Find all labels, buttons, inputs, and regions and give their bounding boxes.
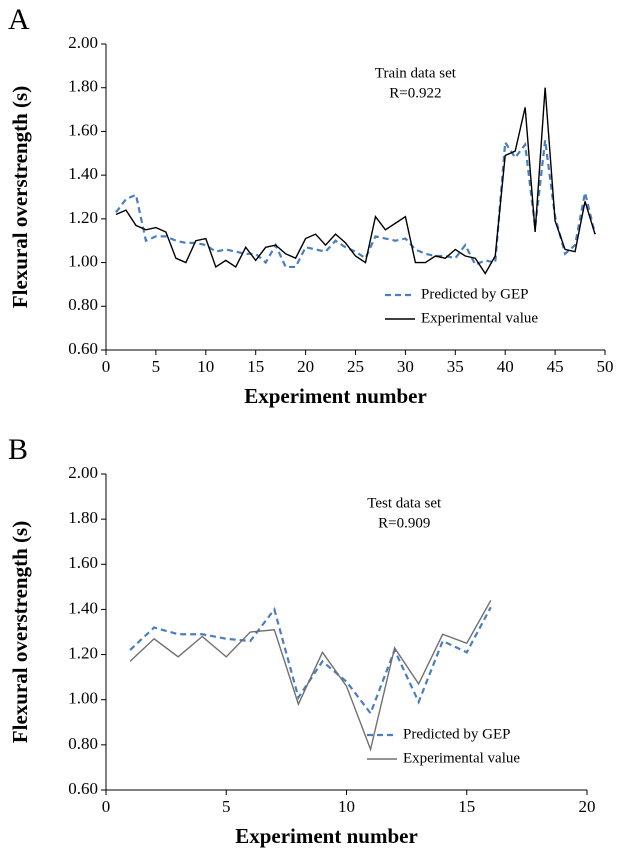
- x-tick-label: 20: [297, 357, 314, 376]
- x-tick-label: 25: [347, 357, 364, 376]
- y-tick-label: 1.80: [68, 77, 98, 96]
- y-tick-label: 1.40: [68, 598, 98, 617]
- x-tick-label: 40: [497, 357, 514, 376]
- y-tick-label: 2.00: [68, 33, 98, 52]
- y-tick-label: 1.60: [68, 120, 98, 139]
- y-tick-label: 1.20: [68, 643, 98, 662]
- legend-label: Experimental value: [403, 750, 520, 766]
- x-tick-label: 0: [102, 797, 111, 816]
- y-tick-label: 1.60: [68, 553, 98, 572]
- x-tick-label: 10: [197, 357, 214, 376]
- x-tick-label: 15: [458, 797, 475, 816]
- series-line: [129, 606, 492, 716]
- annotation: Test data set: [367, 495, 442, 511]
- legend-label: Predicted by GEP: [403, 726, 510, 742]
- panel-label: B: [8, 433, 28, 466]
- y-tick-label: 1.20: [68, 208, 98, 227]
- x-axis-title: Experiment number: [244, 384, 427, 408]
- x-tick-label: 10: [338, 797, 355, 816]
- x-tick-label: 15: [247, 357, 264, 376]
- y-tick-label: 1.40: [68, 164, 98, 183]
- y-tick-label: 1.00: [68, 689, 98, 708]
- y-tick-label: 0.60: [68, 779, 98, 798]
- y-tick-label: 0.80: [68, 295, 98, 314]
- series-line: [129, 600, 492, 752]
- x-tick-label: 5: [152, 357, 161, 376]
- x-tick-label: 35: [447, 357, 464, 376]
- annotation: R=0.922: [389, 85, 441, 101]
- y-tick-label: 1.80: [68, 508, 98, 527]
- y-tick-label: 0.60: [68, 339, 98, 358]
- y-tick-label: 2.00: [68, 463, 98, 482]
- x-tick-label: 20: [579, 797, 596, 816]
- panel-label: A: [8, 3, 30, 36]
- y-tick-label: 0.80: [68, 734, 98, 753]
- series-line: [115, 87, 596, 275]
- annotation: Train data set: [375, 65, 457, 81]
- x-axis-title: Experiment number: [235, 824, 418, 848]
- annotation: R=0.909: [378, 515, 430, 531]
- x-tick-label: 50: [597, 357, 614, 376]
- series-line: [115, 139, 597, 269]
- x-tick-label: 0: [102, 357, 111, 376]
- y-axis-title: Flexural overstrength (s): [8, 86, 32, 308]
- legend-label: Experimental value: [421, 310, 538, 326]
- x-tick-label: 45: [547, 357, 564, 376]
- x-tick-label: 5: [222, 797, 231, 816]
- y-tick-label: 1.00: [68, 251, 98, 270]
- x-tick-label: 30: [397, 357, 414, 376]
- legend-label: Predicted by GEP: [421, 286, 528, 302]
- y-axis-title: Flexural overstrength (s): [8, 521, 32, 743]
